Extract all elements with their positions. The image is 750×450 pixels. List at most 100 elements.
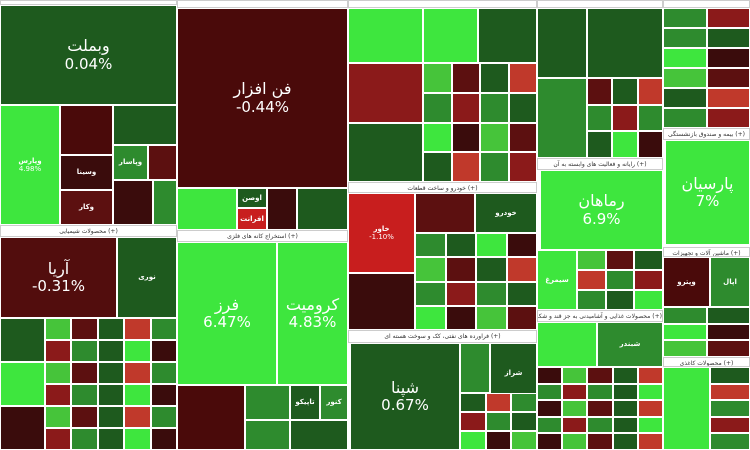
tile — [480, 152, 509, 182]
tile — [537, 400, 563, 417]
tile — [124, 340, 151, 362]
tile — [124, 406, 151, 428]
section-header — [348, 0, 537, 8]
tile — [537, 8, 587, 78]
tile — [476, 257, 507, 282]
tile — [451, 92, 480, 123]
tile — [97, 340, 125, 362]
tile — [0, 318, 45, 362]
tile — [577, 290, 606, 310]
tile-label: خودرو — [495, 208, 517, 217]
tile — [476, 281, 507, 306]
tile — [150, 362, 177, 384]
tile-change: 0.04% — [64, 54, 113, 73]
tile — [587, 131, 613, 158]
tile — [415, 281, 446, 306]
tile — [348, 123, 423, 182]
tile — [637, 400, 663, 417]
tile — [706, 88, 750, 108]
tile — [710, 367, 750, 384]
tile: کرومیت 4.83% — [277, 242, 348, 385]
tile-change: 0.67% — [381, 396, 429, 415]
tile — [348, 63, 423, 123]
section-header: (+) محصولات کاغذی — [663, 357, 750, 367]
tile-change: 4.83% — [288, 313, 337, 332]
tile — [562, 367, 588, 384]
tile — [637, 131, 663, 158]
tile — [637, 416, 663, 434]
tile — [245, 420, 290, 450]
tile — [562, 416, 588, 434]
tile — [478, 8, 537, 63]
tile — [605, 250, 635, 270]
tile-label: تاپیکو — [295, 398, 315, 407]
tile — [423, 122, 452, 153]
tile — [124, 428, 151, 450]
tile — [71, 384, 98, 406]
tile-label: فرز — [214, 294, 240, 314]
tile — [587, 433, 613, 450]
tile — [480, 92, 509, 123]
tile — [506, 305, 537, 330]
tile — [706, 323, 750, 341]
tile — [637, 383, 663, 401]
tile — [612, 416, 638, 434]
tile — [150, 428, 177, 450]
tile — [480, 63, 509, 93]
tile — [460, 431, 486, 450]
tile — [415, 257, 446, 282]
tile — [97, 406, 125, 428]
tile — [45, 362, 72, 384]
tile: وکار — [60, 190, 113, 225]
section-header — [663, 0, 750, 8]
tile-change: -0.31% — [31, 277, 86, 296]
tile — [451, 152, 480, 182]
tile-label: وسینا — [76, 168, 97, 177]
tile — [476, 233, 507, 258]
tile — [97, 362, 125, 384]
tile — [587, 104, 613, 132]
tile-label: وکار — [78, 203, 95, 212]
tile-label: نوری — [138, 273, 156, 282]
tile — [423, 63, 452, 93]
tile — [663, 8, 707, 28]
tile — [245, 385, 290, 420]
tile — [706, 68, 750, 88]
tile: وسینا — [60, 155, 113, 190]
tile-label: خاور — [373, 224, 390, 233]
tile — [612, 400, 638, 417]
tile — [634, 290, 663, 310]
tile — [612, 104, 638, 132]
tile: آریا -0.31% — [0, 237, 117, 318]
tile — [506, 233, 537, 258]
tile — [506, 257, 537, 282]
tile-label: پارسیان — [681, 173, 734, 193]
tile: پارسیان 7% — [665, 140, 750, 245]
tile — [451, 63, 480, 93]
tile — [460, 343, 490, 393]
tile — [348, 8, 423, 63]
tile — [612, 433, 638, 450]
tile-label: رماهان — [578, 191, 625, 211]
tile — [663, 367, 710, 450]
tile-label: وپارس — [18, 156, 42, 165]
tile — [706, 8, 750, 28]
tile-label: وپترو — [677, 277, 696, 286]
tile — [415, 193, 475, 233]
tile — [562, 433, 588, 450]
tile — [71, 340, 98, 362]
tile — [663, 307, 707, 324]
tile — [587, 400, 613, 417]
tile — [663, 108, 707, 128]
tile — [71, 362, 98, 384]
tile: رماهان 6.9% — [540, 170, 663, 250]
tile-label: اپال — [723, 277, 737, 286]
section-header — [537, 0, 663, 8]
tile-change: 7% — [695, 192, 720, 211]
tile-change: 6.47% — [203, 313, 251, 332]
tile — [508, 63, 537, 93]
tile — [150, 384, 177, 406]
tile — [460, 393, 486, 412]
tile — [297, 188, 348, 230]
